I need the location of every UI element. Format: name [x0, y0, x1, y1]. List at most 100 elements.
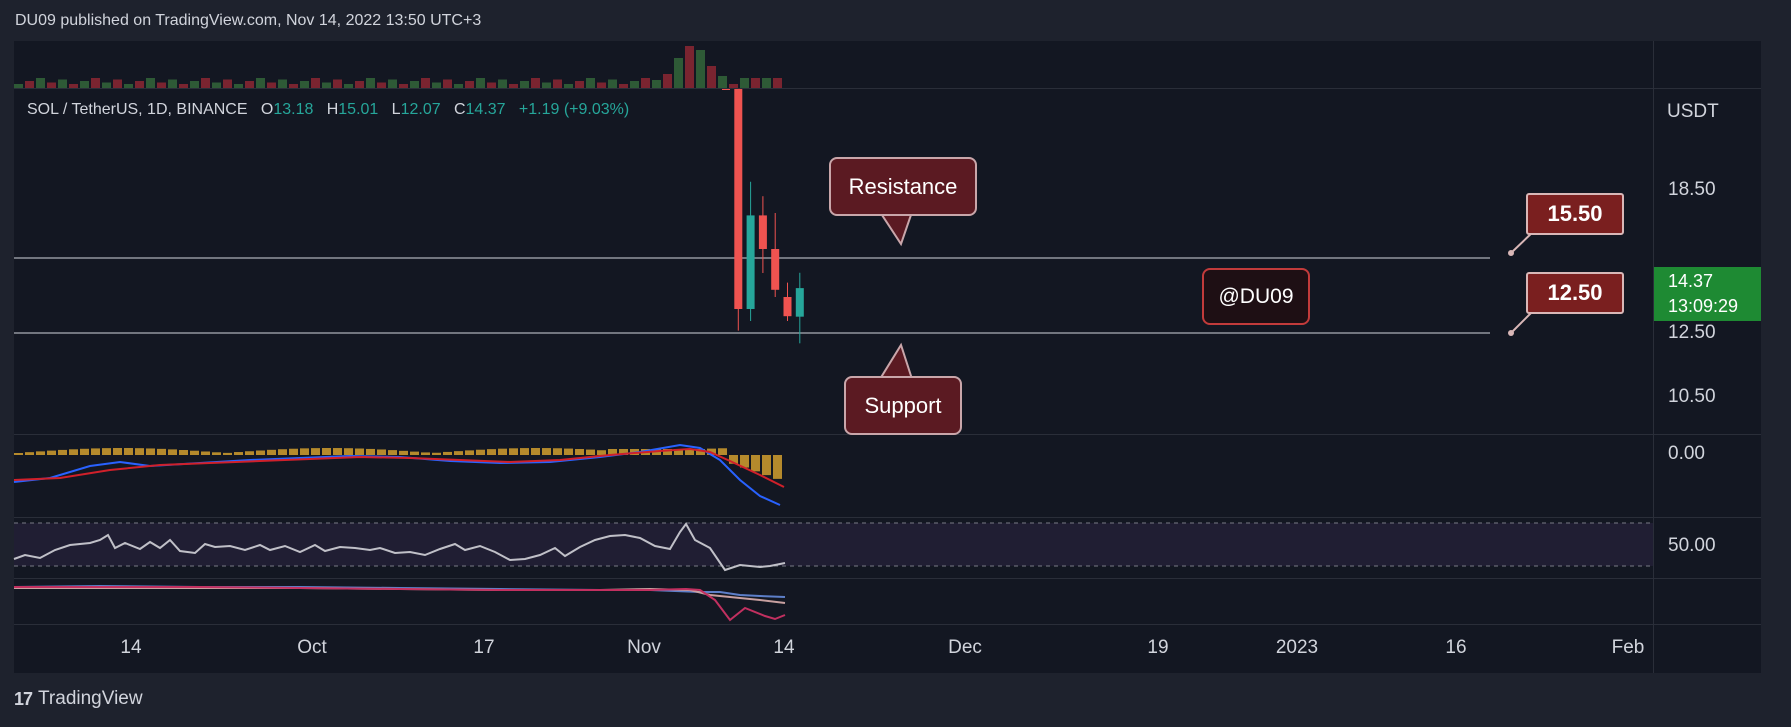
macd-bar: [520, 448, 529, 455]
volume-bar: [729, 84, 738, 88]
time-tick: 14: [773, 637, 795, 658]
macd-bar: [344, 448, 353, 455]
volume-bar: [597, 82, 606, 88]
current-price: 14.37: [1668, 271, 1714, 291]
volume-bar: [487, 82, 496, 88]
macd-bar: [366, 448, 375, 455]
macd-bar: [564, 448, 573, 455]
macd-bar: [663, 449, 672, 455]
rsi-mid-tick: 50.00: [1668, 535, 1716, 556]
macd-bar: [190, 450, 199, 455]
volume-bar: [608, 79, 617, 88]
level-label-high[interactable]: 15.50: [1526, 193, 1624, 235]
volume-bar: [388, 79, 397, 88]
volume-bar: [58, 79, 67, 88]
macd-bar: [377, 449, 386, 455]
volume-bar: [223, 79, 232, 88]
volume-bar: [267, 82, 276, 88]
macd-bar: [267, 449, 276, 455]
volume-bar: [80, 81, 89, 88]
volume-bar: [465, 81, 474, 88]
volume-bar: [333, 79, 342, 88]
volume-bar: [740, 78, 749, 88]
macd-bar: [289, 448, 298, 455]
volume-bar: [696, 50, 705, 88]
macd-bar: [509, 448, 518, 455]
rsi-band: [14, 523, 1653, 566]
macd-bar: [25, 452, 34, 455]
author-watermark[interactable]: @DU09: [1202, 268, 1310, 325]
level-label-low[interactable]: 12.50: [1526, 272, 1624, 314]
price-tick: 10.50: [1668, 386, 1716, 407]
volume-bar: [135, 81, 144, 88]
volume-bar: [311, 78, 320, 88]
macd-bar: [542, 448, 551, 455]
symbol-legend[interactable]: SOL / TetherUS, 1D, BINANCE O13.18 H15.0…: [27, 101, 630, 118]
signal-line: [13, 447, 785, 488]
volume-bar: [245, 81, 254, 88]
currency-label: USDT: [1667, 101, 1719, 122]
macd-bar: [47, 450, 56, 455]
volume-bar: [762, 78, 771, 88]
volume-bar: [520, 81, 529, 88]
volume-bar: [531, 78, 540, 88]
candle-body: [722, 89, 730, 90]
macd-bar: [718, 448, 727, 455]
volume-bar: [652, 80, 661, 88]
macd-bar: [179, 450, 188, 455]
volume-bar: [146, 78, 155, 88]
volume-bar: [190, 81, 199, 88]
volume-bar: [751, 78, 760, 88]
volume-bar: [234, 84, 243, 88]
macd-bar: [608, 449, 617, 455]
macd-bar: [14, 453, 23, 455]
volume-bar: [773, 78, 782, 88]
bar-countdown: 13:09:29: [1668, 296, 1739, 316]
volume-bar: [69, 84, 78, 88]
symbol-name: SOL / TetherUS, 1D, BINANCE: [27, 101, 248, 118]
macd-bar: [157, 448, 166, 455]
candle-body: [771, 249, 780, 290]
macd-bar: [388, 450, 397, 455]
volume-bar: [14, 84, 23, 88]
macd-bar: [773, 455, 782, 479]
macd-bar: [278, 449, 287, 455]
candle-body: [746, 215, 755, 309]
macd-bar: [69, 449, 78, 455]
macd-bar: [432, 452, 441, 455]
macd-bar: [454, 451, 463, 455]
support-pointer: [878, 342, 914, 380]
volume-bar: [663, 74, 672, 88]
macd-line: [13, 443, 781, 506]
time-tick: 16: [1445, 637, 1467, 658]
tradingview-footer[interactable]: 17 TradingView: [14, 688, 143, 710]
tradingview-brand: TradingView: [38, 688, 143, 709]
volume-bar: [179, 84, 188, 88]
macd-bar: [322, 448, 331, 455]
macd-bar: [762, 455, 771, 476]
price-axis-divider: [1653, 41, 1654, 673]
resistance-callout[interactable]: Resistance: [829, 157, 977, 216]
volume-bar: [685, 46, 694, 88]
macd-bar: [740, 455, 749, 468]
volume-bar: [102, 82, 111, 88]
macd-bar: [685, 449, 694, 455]
volume-bar: [212, 82, 221, 88]
support-callout[interactable]: Support: [844, 376, 962, 435]
volume-pane-divider: [14, 88, 1761, 89]
time-tick: Oct: [297, 637, 327, 658]
volume-bar: [355, 81, 364, 88]
time-tick: 2023: [1275, 637, 1319, 658]
time-axis-divider: [14, 624, 1761, 625]
volume-bar: [289, 84, 298, 88]
volume-bar: [542, 82, 551, 88]
volume-bar: [718, 76, 727, 88]
volume-bar: [707, 66, 716, 88]
macd-bar: [135, 448, 144, 455]
macd-bar: [300, 448, 309, 455]
macd-bar: [124, 448, 133, 455]
macd-bar: [102, 448, 111, 455]
volume-bar: [619, 84, 628, 88]
macd-bar: [212, 452, 221, 455]
